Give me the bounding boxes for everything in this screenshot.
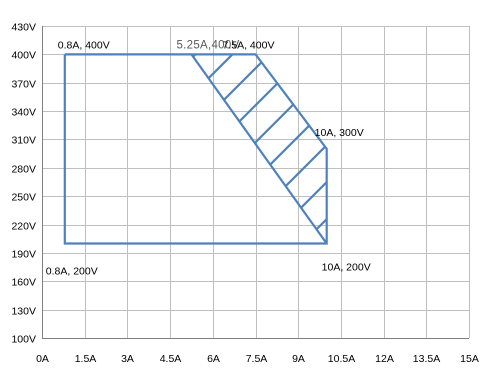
y-tick-labels: 100V 130V 160V 190V 220V 250V 280V 310V 340V 370V… — [11, 22, 36, 346]
grid — [42, 26, 470, 339]
y-tick-label: 340V — [11, 107, 36, 119]
x-tick-label: 9A — [292, 353, 305, 365]
y-tick-label: 400V — [11, 50, 36, 62]
axes — [42, 26, 469, 339]
x-tick-label: 12A — [375, 353, 394, 365]
y-tick-label: 250V — [11, 192, 36, 204]
hatch-line — [191, 54, 327, 244]
x-tick-label: 10.5A — [328, 353, 355, 365]
x-tick-label: 1.5A — [75, 353, 97, 365]
operating-region-outline — [63, 53, 328, 245]
x-tick-label: 7.5A — [246, 353, 268, 365]
point-annotation: 10A, 200V — [322, 261, 371, 273]
point-annotation: 7.5A, 400V — [223, 39, 275, 51]
hatch-boundary-line — [190, 53, 328, 245]
y-tick-label: 430V — [11, 22, 36, 34]
y-tick-label: 130V — [11, 306, 36, 318]
hatch-line — [191, 54, 254, 244]
y-tick-label: 280V — [11, 164, 36, 176]
y-tick-label: 310V — [11, 135, 36, 147]
point-annotation: 10A, 300V — [315, 127, 364, 139]
x-tick-label: 6A — [207, 353, 220, 365]
x-tick-label: 13.5A — [413, 353, 440, 365]
hatch-line — [191, 54, 327, 244]
x-tick-label: 4.5A — [160, 353, 182, 365]
hatch-line — [318, 54, 327, 244]
point-annotation: 0.8A, 200V — [46, 265, 98, 277]
series-outline — [63, 53, 328, 245]
point-annotation: 0.8A, 400V — [58, 39, 110, 51]
hatch-line — [281, 54, 327, 244]
y-tick-label: 100V — [11, 334, 36, 346]
hatch-line — [244, 54, 327, 244]
x-tick-label: 0A — [36, 353, 49, 365]
x-tick-label: 15A — [460, 353, 479, 365]
hatch-line — [191, 54, 291, 244]
hatched-region — [190, 53, 328, 245]
x-tick-labels: 0A 1.5A 3A 4.5A 6A 7.5A 9A 10.5A 12A 13.5A 15A — [36, 353, 479, 365]
hatch-line — [191, 54, 327, 244]
y-tick-label: 190V — [11, 249, 36, 261]
point-annotation: 5.25A,400V — [176, 39, 239, 51]
y-tick-label: 220V — [11, 221, 36, 233]
hatch-line — [207, 54, 327, 244]
y-tick-label: 370V — [11, 79, 36, 91]
y-tick-label: 160V — [11, 277, 36, 289]
x-tick-label: 3A — [121, 353, 134, 365]
